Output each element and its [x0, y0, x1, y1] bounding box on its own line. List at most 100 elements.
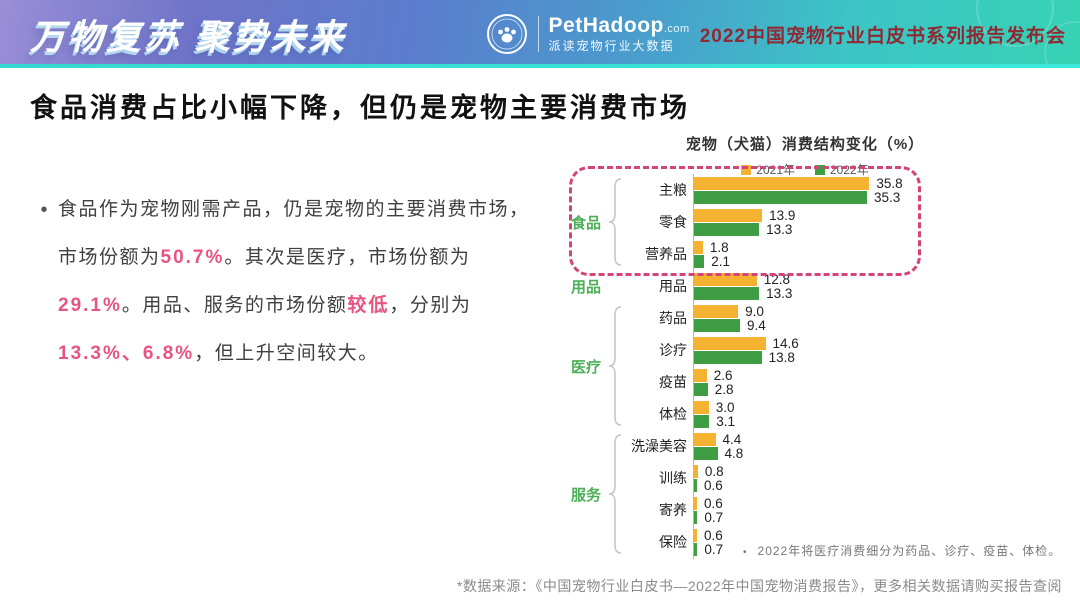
- category-label: 药品: [659, 310, 687, 326]
- bar-2021-line: 0.8: [694, 463, 1075, 479]
- chart-row-洗澡美容: 洗澡美容 4.4 4.8: [623, 429, 1075, 463]
- group-label: 服务: [570, 486, 601, 504]
- bar-2022-line: 0.6: [694, 478, 1075, 493]
- bar-value-label: 2.8: [714, 381, 734, 397]
- bar-2021: [694, 240, 703, 254]
- bar-2021: [694, 400, 709, 414]
- bar-2022-line: 0.7: [694, 541, 1075, 557]
- plain-text: 。用品、服务的市场份额: [121, 295, 348, 316]
- chart-row-营养品: 营养品 1.8 2.1: [623, 237, 1075, 271]
- category-label: 疫苗: [659, 374, 687, 390]
- bullet-icon: •: [40, 199, 48, 221]
- bar-area: 2.6 2.8: [693, 365, 1075, 399]
- bar-area: 9.0 9.4: [693, 301, 1075, 335]
- bar-2021-line: 2.6: [694, 367, 1075, 383]
- chart-group-用品: 用品 用品 12.8 13.3: [565, 269, 1075, 303]
- bar-2022-line: 2.1: [694, 254, 1075, 269]
- bar-value-label: 12.8: [763, 271, 790, 287]
- bar-2022: [694, 286, 760, 300]
- bar-2021: [694, 176, 870, 190]
- bar-area: 12.8 13.3: [693, 269, 1075, 303]
- bar-area: 3.0 3.1: [693, 397, 1075, 431]
- bar-2021: [694, 528, 697, 542]
- category-label: 用品: [659, 278, 687, 294]
- bar-2022: [694, 222, 760, 236]
- chart-note: • 2022年将医疗消费细分为药品、诊疗、疫苗、体检。: [743, 542, 1061, 559]
- bar-2021: [694, 368, 707, 382]
- note-text: 2022年将医疗消费细分为药品、诊疗、疫苗、体检。: [757, 544, 1062, 558]
- chart-row-用品: 用品 12.8 13.3: [623, 269, 1075, 303]
- bar-value-label: 35.3: [873, 189, 901, 205]
- bar-2022-line: 9.4: [694, 318, 1075, 333]
- bar-value-label: 3.1: [716, 413, 735, 429]
- header-slogan: 万物复苏 聚势未来: [30, 17, 347, 57]
- group-label: 食品: [570, 214, 601, 232]
- bar-area: 13.9 13.3: [693, 205, 1075, 239]
- bar-2021-line: 14.6: [694, 335, 1075, 351]
- bar-2022: [694, 382, 708, 396]
- bar-value-label: 13.3: [766, 285, 793, 301]
- category-label: 体检: [659, 406, 687, 422]
- brand-subtitle: 派读宠物行业大数据: [548, 39, 675, 54]
- highlighted-text: 50.7%: [160, 247, 225, 268]
- group-rows: 洗澡美容 4.4 4.8 训练 0.8 0.6 寄养 0.6 0.7 保险 0.6 0.7: [623, 429, 1075, 559]
- bar-2022: [694, 542, 698, 556]
- chart-title: 宠物（犬猫）消费结构变化（%）: [685, 136, 925, 153]
- category-label: 保险: [659, 534, 687, 550]
- bar-2022: [694, 414, 710, 428]
- bar-value-label: 2.6: [713, 367, 733, 383]
- event-title: 2022中国宠物行业白皮书系列报告发布会: [699, 25, 1066, 47]
- page-title: 食品消费占比小幅下降，但仍是宠物主要消费市场: [30, 93, 690, 123]
- bar-2022-line: 13.3: [694, 222, 1075, 237]
- bar-2022-line: 0.7: [694, 509, 1075, 525]
- bar-2022: [694, 478, 697, 492]
- bar-value-label: 0.6: [703, 527, 723, 543]
- bar-2022: [694, 254, 705, 268]
- bar-area: 1.8 2.1: [693, 237, 1075, 271]
- category-label: 寄养: [659, 502, 687, 518]
- bar-value-label: 1.8: [709, 239, 729, 255]
- brand-name: PetHadoop.com: [548, 14, 690, 38]
- bar-2021: [694, 336, 766, 350]
- bar-value-label: 13.9: [769, 207, 796, 223]
- bar-2022: [694, 190, 867, 204]
- chart-group-服务: 服务 洗澡美容 4.4 4.8 训练 0.8 0.6 寄养 0.6 0.7 保险 0.6 0.7: [565, 429, 1075, 559]
- bar-value-label: 4.8: [724, 445, 744, 461]
- highlighted-text: 较低: [347, 295, 390, 316]
- pethadoop-logo-icon: [486, 14, 527, 54]
- bar-value-label: 14.6: [772, 335, 799, 351]
- bar-value-label: 0.8: [704, 463, 724, 479]
- bar-value-label: 0.6: [703, 495, 723, 511]
- bar-2021-line: 9.0: [694, 303, 1075, 319]
- bar-area: 0.8 0.6: [693, 461, 1075, 495]
- bar-2022: [694, 510, 698, 524]
- bar-value-label: 35.8: [876, 175, 903, 191]
- chart-group-医疗: 医疗 药品 9.0 9.4 诊疗 14.6 13.8 疫苗 2.6 2.8 体检 3.0 3.1: [565, 301, 1075, 431]
- bar-2022-line: 13.8: [694, 350, 1075, 365]
- bar-value-label: 0.7: [704, 509, 724, 525]
- bar-2022-line: 4.8: [694, 445, 1075, 461]
- bar-2021: [694, 432, 716, 446]
- consumption-chart: 宠物（犬猫）消费结构变化（%） 2021年 2022年 食品 主粮 35.8 35.3 零…: [565, 133, 1075, 573]
- header-banner: 万物复苏 聚势未来 PetHadoop.com 派读宠物行业大数据 2022中国…: [0, 0, 1080, 68]
- plain-text: ，分别为: [389, 295, 472, 316]
- brand-divider: [537, 16, 539, 52]
- bar-area: 4.4 4.8: [693, 429, 1075, 463]
- chart-rows: 食品 主粮 35.8 35.3 零食 13.9 13.3 营养品 1.8 2.1 用品 用品 12.8 1…: [565, 173, 1075, 559]
- highlighted-text: 13.3%、6.8%: [58, 343, 195, 364]
- group-rows: 主粮 35.8 35.3 零食 13.9 13.3 营养品 1.8 2.1: [623, 173, 1075, 271]
- brace-column: [607, 306, 623, 426]
- bar-value-label: 0.7: [704, 541, 724, 557]
- legend-swatch-icon: [815, 164, 825, 175]
- brand-cluster: PetHadoop.com 派读宠物行业大数据 2022中国宠物行业白皮书系列报…: [486, 13, 1066, 55]
- group-rows: 药品 9.0 9.4 诊疗 14.6 13.8 疫苗 2.6 2.8 体检 3.0 3.1: [623, 301, 1075, 431]
- bar-area: 35.8 35.3: [693, 173, 1075, 207]
- bar-area: 0.6 0.7: [693, 493, 1075, 527]
- bar-value-label: 3.0: [715, 399, 735, 415]
- brand-text: PetHadoop.com 派读宠物行业大数据: [549, 14, 690, 53]
- legend-swatch-icon: [741, 164, 752, 175]
- body-paragraph: 食品作为宠物刚需产品，仍是宠物的主要消费市场，市场份额为50.7%。其次是医疗，…: [58, 186, 535, 378]
- data-source-note: *数据来源：《中国宠物行业白皮书—2022年中国宠物消费报告》，更多相关数据请购…: [456, 578, 1062, 594]
- bar-value-label: 9.0: [745, 303, 764, 319]
